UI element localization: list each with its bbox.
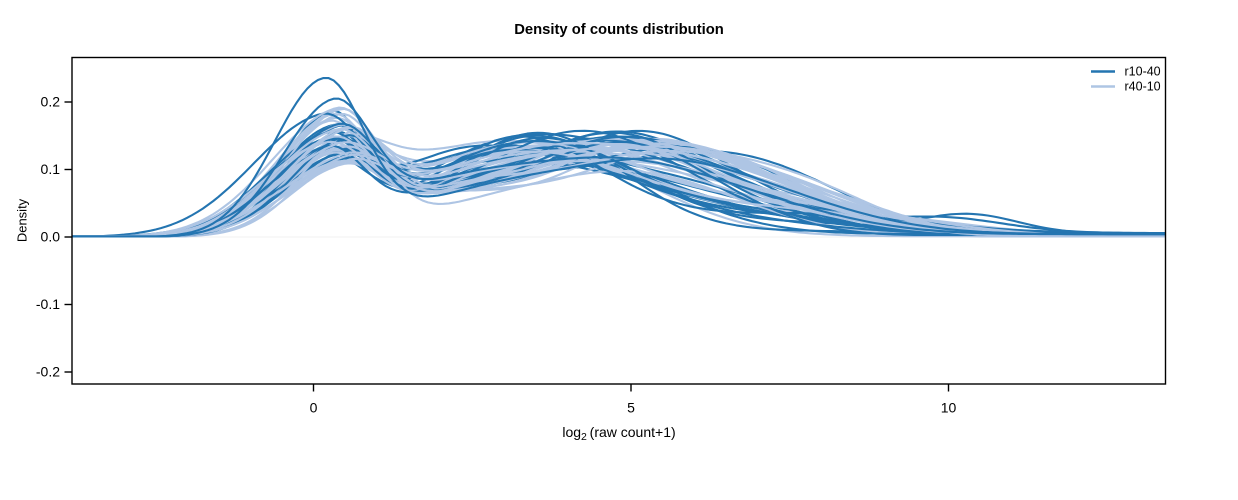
svg-text:Density: Density (15, 198, 30, 242)
svg-text:0.0: 0.0 (41, 229, 61, 245)
svg-text:r10-40: r10-40 (1125, 65, 1161, 79)
svg-text:-0.1: -0.1 (36, 296, 60, 312)
svg-text:-0.2: -0.2 (36, 364, 60, 380)
svg-text:Density of counts distribution: Density of counts distribution (514, 22, 724, 38)
svg-text:r40-10: r40-10 (1125, 80, 1161, 94)
svg-text:5: 5 (627, 400, 635, 416)
svg-text:10: 10 (941, 400, 957, 416)
svg-text:log2 (raw count+1): log2 (raw count+1) (562, 424, 675, 443)
svg-text:0.2: 0.2 (41, 94, 61, 110)
svg-text:0.1: 0.1 (41, 161, 61, 177)
svg-text:0: 0 (310, 400, 318, 416)
